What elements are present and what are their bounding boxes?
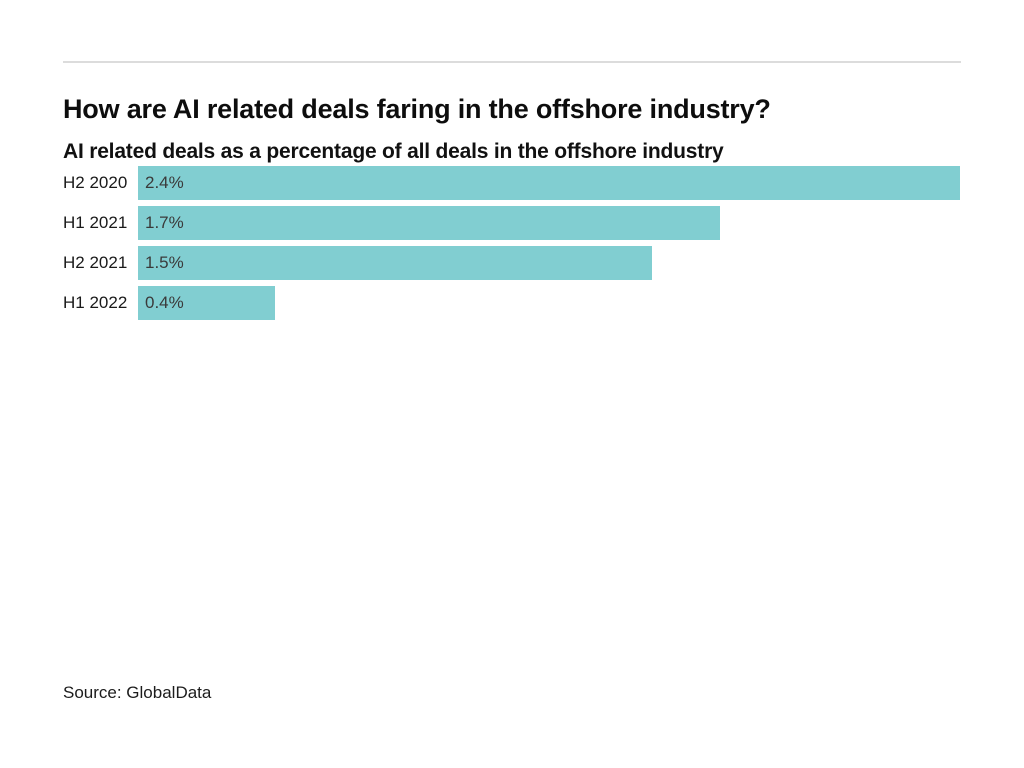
category-label: H1 2022 xyxy=(63,293,128,312)
bar: 1.7% xyxy=(138,206,720,240)
value-label: 2.4% xyxy=(145,173,184,192)
category-label: H2 2020 xyxy=(63,173,128,192)
value-label: 1.5% xyxy=(145,253,184,272)
chart-title: How are AI related deals faring in the o… xyxy=(63,94,771,125)
value-label: 1.7% xyxy=(145,213,184,232)
bar: 0.4% xyxy=(138,286,275,320)
value-label: 0.4% xyxy=(145,293,184,312)
bar-row: H2 2021 1.5% xyxy=(63,246,961,280)
bar-row: H1 2022 0.4% xyxy=(63,286,961,320)
category-label: H1 2021 xyxy=(63,213,128,232)
category-label: H2 2021 xyxy=(63,253,128,272)
chart-subtitle: AI related deals as a percentage of all … xyxy=(63,140,724,164)
source-attribution: Source: GlobalData xyxy=(63,683,212,702)
bar-row: H1 2021 1.7% xyxy=(63,206,961,240)
bar-chart: H2 2020 2.4% H1 2021 1.7% H2 2021 1.5% H1 2022… xyxy=(63,166,961,326)
bar-row: H2 2020 2.4% xyxy=(63,166,961,200)
top-divider xyxy=(63,61,961,63)
bar: 1.5% xyxy=(138,246,652,280)
bar: 2.4% xyxy=(138,166,960,200)
